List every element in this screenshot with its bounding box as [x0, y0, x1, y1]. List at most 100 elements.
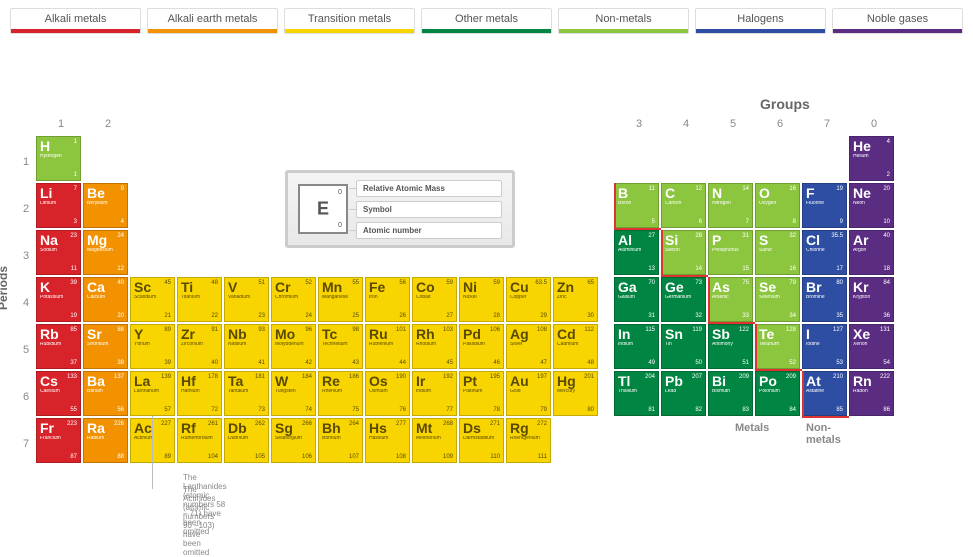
element-te[interactable]: 128TeTellurium52 — [755, 324, 800, 369]
element-cs[interactable]: 133CsCaesium55 — [36, 371, 81, 416]
element-re[interactable]: 186ReRhenium75 — [318, 371, 363, 416]
element-mass: 19 — [836, 186, 843, 192]
element-name: Platinum — [463, 389, 500, 394]
element-au[interactable]: 197AuGold79 — [506, 371, 551, 416]
element-sb[interactable]: 122SbAntimony51 — [708, 324, 753, 369]
element-ra[interactable]: 226RaRadium88 — [83, 418, 128, 463]
element-ti[interactable]: 48TiTitanium22 — [177, 277, 222, 322]
element-i[interactable]: 127IIodine53 — [802, 324, 847, 369]
element-cr[interactable]: 52CrChromium24 — [271, 277, 316, 322]
element-be[interactable]: 9BeBeryllium4 — [83, 183, 128, 228]
element-ta[interactable]: 181TaTantalum73 — [224, 371, 269, 416]
element-number: 2 — [887, 172, 890, 178]
element-c[interactable]: 12CCarbon6 — [661, 183, 706, 228]
element-ba[interactable]: 137BaBarium56 — [83, 371, 128, 416]
element-si[interactable]: 28SiSilicon14 — [661, 230, 706, 275]
element-pt[interactable]: 195PtPlatinum78 — [459, 371, 504, 416]
element-number: 56 — [117, 407, 124, 413]
element-rb[interactable]: 85RbRubidium37 — [36, 324, 81, 369]
element-at[interactable]: 210AtAstatine85 — [802, 371, 847, 416]
element-mg[interactable]: 24MgMagnesium12 — [83, 230, 128, 275]
element-name: Lithium — [40, 201, 77, 206]
element-ar[interactable]: 40ArArgon18 — [849, 230, 894, 275]
element-db[interactable]: 262DbDubnium105 — [224, 418, 269, 463]
element-mn[interactable]: 55MnManganese25 — [318, 277, 363, 322]
element-po[interactable]: 209PoPolonium84 — [755, 371, 800, 416]
element-s[interactable]: 32SSulfur16 — [755, 230, 800, 275]
element-pd[interactable]: 106PdPalladium46 — [459, 324, 504, 369]
element-na[interactable]: 23NaSodium11 — [36, 230, 81, 275]
element-sc[interactable]: 45ScScandium21 — [130, 277, 175, 322]
element-sg[interactable]: 266SgSeaborgium106 — [271, 418, 316, 463]
element-li[interactable]: 7LiLithium3 — [36, 183, 81, 228]
element-v[interactable]: 51VVanadium23 — [224, 277, 269, 322]
element-la[interactable]: 139LaLanthanum57 — [130, 371, 175, 416]
element-cu[interactable]: 63.5CuCopper29 — [506, 277, 551, 322]
element-h[interactable]: 1HHydrogen1 — [36, 136, 81, 181]
element-ne[interactable]: 20NeNeon10 — [849, 183, 894, 228]
element-name: Yttrium — [134, 342, 171, 347]
element-o[interactable]: 16OOxygen8 — [755, 183, 800, 228]
element-symbol: Li — [40, 186, 77, 200]
element-kr[interactable]: 84KrKrypton36 — [849, 277, 894, 322]
element-hf[interactable]: 178HfHafnium72 — [177, 371, 222, 416]
element-n[interactable]: 14NNitrogen7 — [708, 183, 753, 228]
element-mass: 39 — [70, 280, 77, 286]
element-ge[interactable]: 73GeGermanium32 — [661, 277, 706, 322]
legend-color-bar — [11, 29, 140, 33]
element-hg[interactable]: 201HgMercury80 — [553, 371, 598, 416]
element-bi[interactable]: 209BiBismuth83 — [708, 371, 753, 416]
element-al[interactable]: 27AlAluminium13 — [614, 230, 659, 275]
element-zn[interactable]: 65ZnZinc30 — [553, 277, 598, 322]
element-ni[interactable]: 59NiNickel28 — [459, 277, 504, 322]
element-mass: 91 — [211, 327, 218, 333]
element-ru[interactable]: 101RuRuthenium44 — [365, 324, 410, 369]
element-os[interactable]: 190OsOsmium76 — [365, 371, 410, 416]
element-w[interactable]: 184WTungsten74 — [271, 371, 316, 416]
element-co[interactable]: 59CoCobalt27 — [412, 277, 457, 322]
element-name: Cadmium — [557, 342, 594, 347]
element-b[interactable]: 11BBoron5 — [614, 183, 659, 228]
element-br[interactable]: 80BrBromine35 — [802, 277, 847, 322]
element-p[interactable]: 31PPhosphorus15 — [708, 230, 753, 275]
element-cl[interactable]: 35.5ClChlorine17 — [802, 230, 847, 275]
element-mass: 32 — [789, 233, 796, 239]
element-zr[interactable]: 91ZrZirconium40 — [177, 324, 222, 369]
element-as[interactable]: 75AsArsenic33 — [708, 277, 753, 322]
legend-color-bar — [422, 29, 551, 33]
element-name: Radium — [87, 436, 124, 441]
element-f[interactable]: 19FFluorine9 — [802, 183, 847, 228]
element-sn[interactable]: 119SnTin50 — [661, 324, 706, 369]
element-ds[interactable]: 271DsDarmstadtium110 — [459, 418, 504, 463]
element-fe[interactable]: 56FeIron26 — [365, 277, 410, 322]
element-rn[interactable]: 222RnRadon86 — [849, 371, 894, 416]
element-in[interactable]: 115InIndium49 — [614, 324, 659, 369]
element-rh[interactable]: 103RhRhodium45 — [412, 324, 457, 369]
element-number: 106 — [302, 454, 312, 460]
element-ir[interactable]: 192IrIridium77 — [412, 371, 457, 416]
element-name: Rutherfordium — [181, 436, 218, 441]
element-fr[interactable]: 223FrFrancium87 — [36, 418, 81, 463]
element-mo[interactable]: 96MoMolybdenum42 — [271, 324, 316, 369]
element-bh[interactable]: 264BhBohrium107 — [318, 418, 363, 463]
element-tl[interactable]: 204TlThallium81 — [614, 371, 659, 416]
element-rf[interactable]: 261RfRutherfordium104 — [177, 418, 222, 463]
element-nb[interactable]: 93NbNiobium41 — [224, 324, 269, 369]
element-tc[interactable]: 98TcTechnetium43 — [318, 324, 363, 369]
element-y[interactable]: 89YYttrium39 — [130, 324, 175, 369]
element-cd[interactable]: 112CdCadmium48 — [553, 324, 598, 369]
group-number: 3 — [614, 118, 664, 130]
element-pb[interactable]: 207PbLead82 — [661, 371, 706, 416]
element-ca[interactable]: 40CaCalcium20 — [83, 277, 128, 322]
element-ag[interactable]: 108AgSilver47 — [506, 324, 551, 369]
element-hs[interactable]: 277HsHassium108 — [365, 418, 410, 463]
element-mt[interactable]: 268MtMeitnerium109 — [412, 418, 457, 463]
element-ga[interactable]: 70GaGallium31 — [614, 277, 659, 322]
element-k[interactable]: 39KPotassium19 — [36, 277, 81, 322]
element-sr[interactable]: 88SrStrontium38 — [83, 324, 128, 369]
element-rg[interactable]: 272RgRoentgenium111 — [506, 418, 551, 463]
element-se[interactable]: 79SeSelenium34 — [755, 277, 800, 322]
element-he[interactable]: 4HeHelium2 — [849, 136, 894, 181]
element-xe[interactable]: 131XeXenon54 — [849, 324, 894, 369]
element-name: Gallium — [618, 295, 655, 300]
